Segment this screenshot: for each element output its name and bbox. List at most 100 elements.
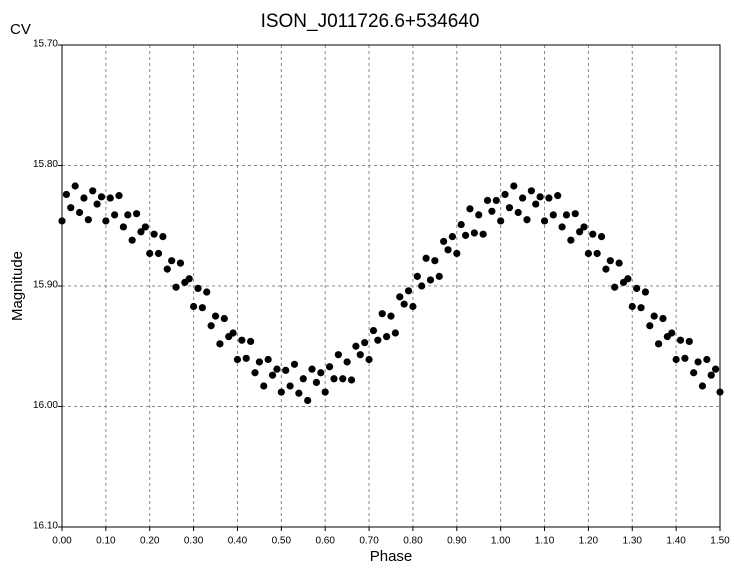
- data-point: [624, 275, 632, 283]
- data-point: [207, 322, 215, 330]
- data-point: [514, 208, 522, 217]
- x-tick-label: 1.20: [579, 536, 599, 547]
- data-point: [444, 246, 452, 254]
- x-tick-label: 0.90: [447, 536, 467, 547]
- data-point: [707, 371, 715, 379]
- data-point: [194, 284, 202, 293]
- data-point: [295, 389, 303, 397]
- data-point: [220, 314, 228, 323]
- data-point: [492, 196, 500, 205]
- data-point: [606, 257, 614, 265]
- data-point: [409, 302, 417, 311]
- data-point: [383, 333, 391, 341]
- y-tick-label: 15.70: [33, 39, 58, 50]
- y-tick-label: 16.10: [33, 521, 58, 532]
- data-point: [497, 217, 505, 225]
- data-point: [268, 371, 277, 379]
- data-point: [325, 363, 334, 371]
- plot-frame: [61, 44, 721, 528]
- data-point: [448, 232, 457, 241]
- data-point: [229, 329, 237, 337]
- data-point: [654, 340, 663, 348]
- data-point: [668, 329, 676, 337]
- x-tick-label: 0.60: [315, 536, 335, 547]
- data-point: [676, 336, 685, 344]
- data-point: [128, 236, 136, 244]
- data-point: [159, 232, 167, 241]
- data-point: [703, 355, 711, 364]
- x-tick-label: 0.50: [272, 536, 292, 547]
- data-point: [558, 223, 566, 231]
- data-point: [369, 326, 378, 335]
- data-point: [505, 204, 514, 212]
- data-point: [71, 182, 79, 190]
- data-point: [89, 187, 97, 195]
- x-tick-label: 0.40: [228, 536, 248, 547]
- data-point: [106, 194, 114, 202]
- data-point: [637, 304, 645, 312]
- data-point: [461, 231, 470, 239]
- data-point: [339, 375, 347, 383]
- data-point: [361, 339, 369, 347]
- data-point: [404, 287, 413, 295]
- data-point: [172, 283, 180, 291]
- data-point: [58, 217, 66, 225]
- data-point: [435, 272, 443, 280]
- x-tick-label: 1.00: [491, 536, 511, 547]
- x-tick-label: 1.50: [710, 536, 730, 547]
- data-point: [532, 200, 540, 208]
- data-point: [141, 223, 149, 231]
- data-point: [536, 193, 544, 201]
- data-point: [510, 182, 518, 190]
- data-point: [633, 284, 641, 293]
- data-point: [646, 322, 654, 330]
- y-tick-label: 15.80: [33, 159, 58, 170]
- data-point: [523, 216, 531, 224]
- data-point: [67, 204, 75, 212]
- data-point: [562, 211, 571, 219]
- data-point: [716, 388, 724, 396]
- data-point: [150, 230, 158, 238]
- data-point: [426, 276, 435, 284]
- data-point: [540, 217, 549, 225]
- data-point: [97, 193, 106, 201]
- data-point: [641, 288, 650, 296]
- data-point: [567, 236, 575, 244]
- x-tick-label: 0.70: [359, 536, 379, 547]
- data-point: [593, 249, 601, 258]
- data-point: [203, 288, 211, 296]
- y-tick-label: 15.90: [33, 280, 58, 291]
- data-point: [176, 259, 185, 267]
- x-tick-label: 0.00: [52, 536, 72, 547]
- data-point: [233, 355, 242, 364]
- data-point: [154, 249, 163, 258]
- data-point: [251, 369, 259, 377]
- x-tick-label: 0.80: [403, 536, 423, 547]
- data-point: [343, 358, 351, 366]
- data-point: [413, 272, 421, 280]
- data-point: [216, 340, 224, 348]
- x-tick-label: 0.30: [184, 536, 204, 547]
- data-point: [356, 351, 364, 359]
- data-point: [453, 249, 461, 258]
- data-point: [545, 194, 553, 202]
- data-point: [282, 366, 290, 374]
- data-point: [519, 194, 527, 202]
- x-tick-label: 1.40: [666, 536, 686, 547]
- data-point: [527, 187, 535, 195]
- data-point: [264, 355, 272, 364]
- data-point: [211, 312, 220, 320]
- data-point: [347, 376, 356, 384]
- data-point: [597, 232, 606, 241]
- data-point: [190, 302, 198, 311]
- x-tick-label: 0.20: [140, 536, 160, 547]
- data-point: [475, 211, 483, 219]
- data-point: [102, 217, 110, 225]
- data-point: [334, 351, 342, 359]
- data-point: [321, 388, 329, 396]
- data-point: [137, 228, 145, 236]
- data-point: [690, 369, 698, 377]
- data-point: [365, 355, 373, 364]
- data-point: [659, 314, 667, 323]
- data-point: [146, 249, 154, 258]
